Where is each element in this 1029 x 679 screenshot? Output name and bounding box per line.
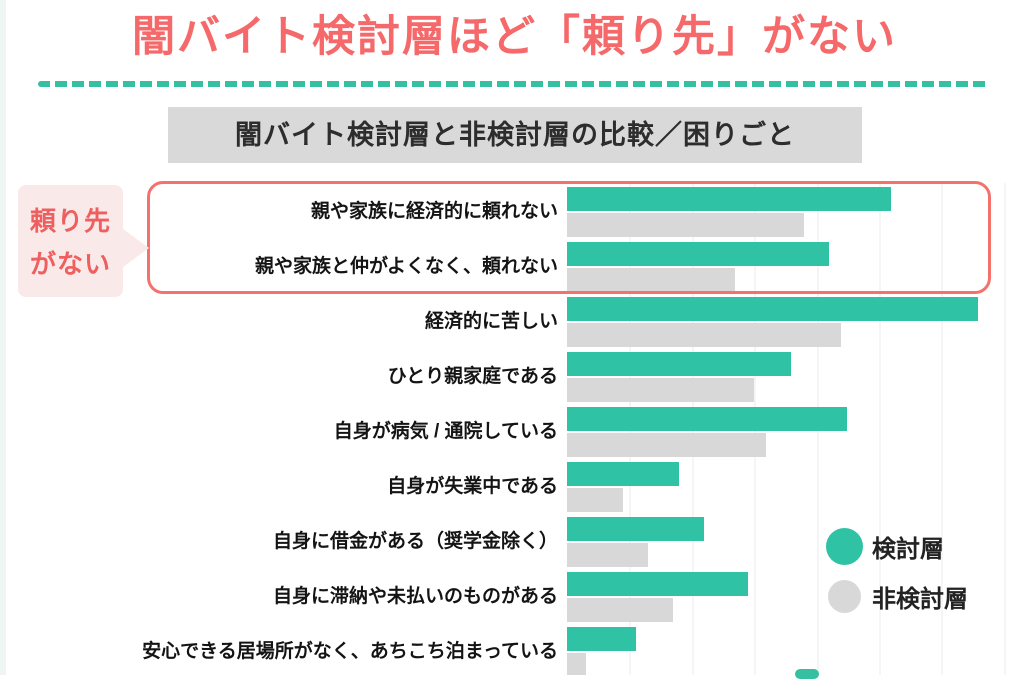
bar-hikentouso bbox=[567, 433, 766, 457]
bar-hikentouso bbox=[567, 213, 804, 237]
gridline bbox=[941, 183, 943, 675]
chart-section-title: 闇バイト検討層と非検討層の比較／困りごと bbox=[168, 107, 862, 163]
bar-hikentouso bbox=[567, 653, 586, 675]
legend-swatch-teal-icon bbox=[826, 527, 863, 565]
bar-hikentouso bbox=[567, 488, 623, 512]
category-label: 自身が失業中である bbox=[387, 476, 558, 497]
category-label: 自身に借金がある（奨学金除く） bbox=[272, 531, 558, 552]
bar-kentouso bbox=[567, 187, 891, 211]
callout-arrow bbox=[123, 229, 149, 267]
bar-kentouso bbox=[567, 242, 829, 266]
category-label: ひとり親家庭である bbox=[387, 366, 558, 387]
category-label: 自身に滞納や未払いのものがある bbox=[272, 586, 558, 607]
bar-kentouso bbox=[567, 462, 679, 486]
bar-kentouso bbox=[567, 407, 847, 431]
legend-item-hikentouso: 非検討層 bbox=[826, 571, 968, 621]
category-label: 安心できる居場所がなく、あちこち泊まっている bbox=[142, 641, 558, 662]
page-title: 闇バイト検討層ほど「頼り先」がない bbox=[132, 13, 897, 61]
bar-kentouso bbox=[567, 627, 636, 651]
legend-label-kentouso: 検討層 bbox=[872, 535, 944, 563]
bar-kentouso bbox=[567, 297, 978, 321]
legend-swatch-gray-icon bbox=[828, 579, 861, 613]
category-label: 経済的に苦しい bbox=[424, 311, 558, 332]
bar-hikentouso bbox=[567, 378, 754, 402]
card-left-edge bbox=[0, 0, 6, 675]
bar-hikentouso bbox=[567, 598, 673, 622]
callout-line2: がない bbox=[29, 249, 111, 279]
bar-hikentouso bbox=[567, 323, 841, 347]
gridline bbox=[1004, 183, 1006, 675]
bar-kentouso bbox=[567, 517, 704, 541]
legend-label-hikentouso: 非検討層 bbox=[872, 585, 968, 613]
callout-label: 頼り先 がない bbox=[18, 185, 149, 297]
legend-item-kentouso: 検討層 bbox=[826, 521, 968, 571]
category-label: 親や家族に経済的に頼れない bbox=[310, 201, 558, 222]
callout-line1: 頼り先 bbox=[29, 206, 111, 236]
bar-kentouso bbox=[567, 352, 791, 376]
bar-kentouso bbox=[567, 572, 748, 596]
category-label: 親や家族と仲がよくなく、頼れない bbox=[254, 256, 558, 277]
bottom-teal-dash bbox=[795, 669, 819, 679]
gridline bbox=[879, 183, 881, 675]
bar-hikentouso bbox=[567, 543, 648, 567]
bar-hikentouso bbox=[567, 268, 735, 292]
category-label: 自身が病気 / 通院している bbox=[333, 421, 558, 442]
comparison-bar-chart: 親や家族に経済的に頼れない親や家族と仲がよくなく、頼れない経済的に苦しいひとり親… bbox=[0, 183, 1029, 675]
dashed-divider bbox=[38, 81, 990, 87]
chart-legend: 検討層 非検討層 bbox=[826, 521, 968, 621]
